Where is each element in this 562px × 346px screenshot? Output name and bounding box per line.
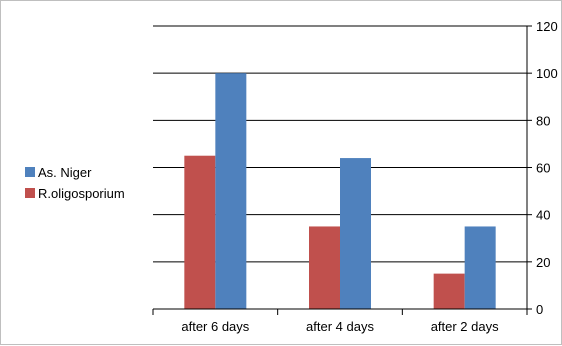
bar-r-oligosporium-2	[309, 226, 340, 309]
y-tick-label-0: 0	[536, 302, 543, 317]
y-tick-label-100: 100	[536, 66, 558, 81]
legend-label-as-niger: As. Niger	[38, 165, 92, 180]
x-tick-label-3: after 2 days	[431, 319, 499, 334]
legend-label-r-oligosporium: R.oligosporium	[38, 186, 125, 201]
y-tick-label-80: 80	[536, 113, 550, 128]
legend-swatch-r-oligosporium	[25, 188, 35, 198]
legend-swatch-as-niger	[25, 167, 35, 177]
y-tick-label-60: 60	[536, 161, 550, 176]
bar-r-oligosporium-1	[184, 155, 216, 309]
bar-as-niger-1	[215, 73, 247, 310]
x-tick-label-2: after 4 days	[306, 319, 374, 334]
bar-r-oligosporium-3	[433, 273, 465, 309]
y-tick-label-20: 20	[536, 255, 550, 270]
x-tick-label-1: after 6 days	[181, 319, 249, 334]
bar-as-niger-3	[464, 226, 496, 309]
legend: As. Niger R.oligosporium	[25, 165, 125, 201]
y-tick-label-40: 40	[536, 208, 550, 223]
y-tick-label-120: 120	[536, 19, 558, 34]
bar-as-niger-2	[340, 158, 371, 309]
axes: 0 20 40 60 80 100 120 after 6 days after 4 days a…	[152, 19, 558, 334]
bars	[184, 73, 496, 310]
